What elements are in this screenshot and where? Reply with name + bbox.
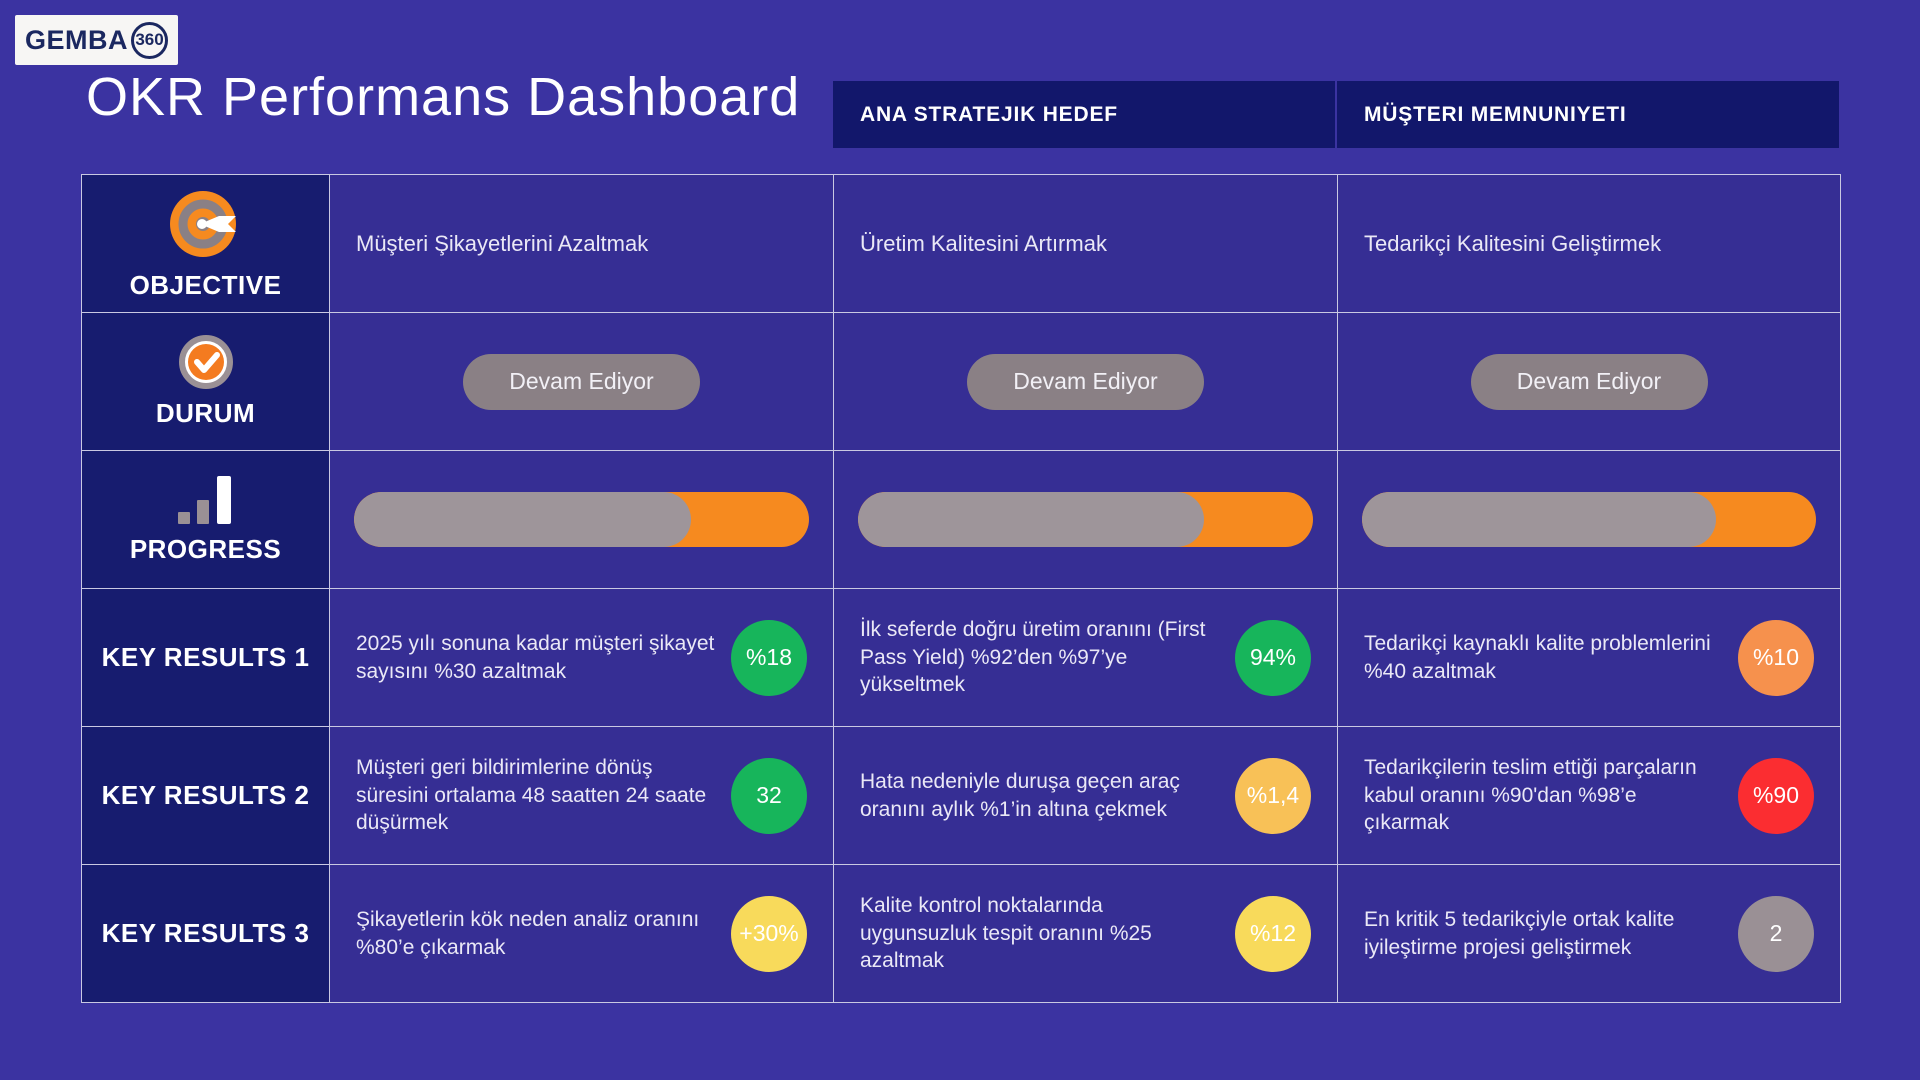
key-result-cell: En kritik 5 tedarikçiyle ortak kalite iy… [1338,865,1840,1002]
key-result-text: En kritik 5 tedarikçiyle ortak kalite iy… [1364,907,1675,959]
status-badge: Devam Ediyor [967,353,1204,410]
key-result-cell: Tedarikçilerin teslim ettiği parçaların … [1338,727,1840,864]
progress-cell [834,451,1337,588]
key-result-badge: %10 [1738,619,1814,696]
status-badge: Devam Ediyor [1470,353,1708,410]
row-label: KEY RESULTS 2 [101,780,310,810]
progress-fill [354,492,691,547]
progress-cell [330,451,833,588]
row-label-key-results-3: KEY RESULTS 3 [82,865,329,1002]
objective-cell: Müşteri Şikayetlerini Azaltmak [330,175,833,312]
row-label-durum: DURUM [82,313,329,450]
progress-fill [858,492,1204,547]
key-result-badge: 94% [1235,619,1311,696]
okr-table: OBJECTIVE Müşteri Şikayetlerini Azaltmak… [81,174,1841,1003]
status-cell: Devam Ediyor [834,313,1337,450]
bar-chart-icon [177,475,235,525]
objective-cell: Üretim Kalitesini Artırmak [834,175,1337,312]
key-result-cell: Hata nedeniyle duruşa geçen araç oranını… [834,727,1337,864]
key-result-text: Tedarikçi kaynaklı kalite problemlerini … [1364,631,1711,683]
key-result-cell: Kalite kontrol noktalarında uygunsuzluk … [834,865,1337,1002]
key-result-cell: İlk seferde doğru üretim oranını (First … [834,589,1337,726]
progress-bar [354,492,809,547]
objective-cell: Tedarikçi Kalitesini Geliştirmek [1338,175,1840,312]
column-header-ana-stratejik-hedef: ANA STRATEJIK HEDEF [833,81,1335,148]
key-result-badge: %1,4 [1235,757,1311,834]
row-label-progress: PROGRESS [82,451,329,588]
progress-bar [858,492,1313,547]
key-result-badge: %12 [1235,895,1311,972]
key-result-text: 2025 yılı sonuna kadar müşteri şikayet s… [356,631,715,683]
progress-bar [1362,492,1816,547]
key-result-badge: 2 [1738,895,1814,972]
status-badge: Devam Ediyor [463,353,700,410]
key-result-badge: %18 [731,619,807,696]
key-result-badge: +30% [731,895,807,972]
key-result-text: Hata nedeniyle duruşa geçen araç oranını… [860,769,1180,821]
row-label: OBJECTIVE [129,269,282,300]
row-label: KEY RESULTS 3 [101,918,310,948]
objective-text: Tedarikçi Kalitesini Geliştirmek [1364,230,1662,256]
gemba360-logo: GEMBA 360 [15,15,178,65]
row-label-key-results-2: KEY RESULTS 2 [82,727,329,864]
row-label: KEY RESULTS 1 [101,642,310,672]
check-circle-icon [178,334,233,389]
key-result-cell: Müşteri geri bildirimlerine dönüş süresi… [330,727,833,864]
key-result-text: Tedarikçilerin teslim ettiği parçaların … [1364,755,1697,835]
key-result-cell: Tedarikçi kaynaklı kalite problemlerini … [1338,589,1840,726]
key-result-text: Kalite kontrol noktalarında uygunsuzluk … [860,893,1152,973]
logo-text: GEMBA [25,24,128,55]
row-label: PROGRESS [129,533,282,564]
objective-text: Müşteri Şikayetlerini Azaltmak [356,230,649,256]
status-cell: Devam Ediyor [330,313,833,450]
column-header-label: ANA STRATEJIK HEDEF [860,102,1118,126]
row-label-objective: OBJECTIVE [82,175,329,312]
key-result-text: İlk seferde doğru üretim oranını (First … [860,617,1206,697]
page-title: OKR Performans Dashboard [86,67,801,127]
key-result-text: Müşteri geri bildirimlerine dönüş süresi… [356,755,707,835]
logo-360-badge: 360 [131,21,168,59]
objective-text: Üretim Kalitesini Artırmak [860,230,1107,256]
row-label-key-results-1: KEY RESULTS 1 [82,589,329,726]
status-cell: Devam Ediyor [1338,313,1840,450]
progress-cell [1338,451,1840,588]
progress-fill [1362,492,1717,547]
target-icon [169,187,243,261]
row-label: DURUM [155,397,256,428]
key-result-badge: 32 [731,757,807,834]
key-result-badge: %90 [1738,757,1814,834]
key-result-text: Şikayetlerin kök neden analiz oranını %8… [356,907,700,959]
key-result-cell: Şikayetlerin kök neden analiz oranını %8… [330,865,833,1002]
column-header-label: MÜŞTERI MEMNUNIYETI [1364,102,1627,126]
column-header-musteri-memnuniyeti: MÜŞTERI MEMNUNIYETI [1337,81,1839,148]
key-result-cell: 2025 yılı sonuna kadar müşteri şikayet s… [330,589,833,726]
